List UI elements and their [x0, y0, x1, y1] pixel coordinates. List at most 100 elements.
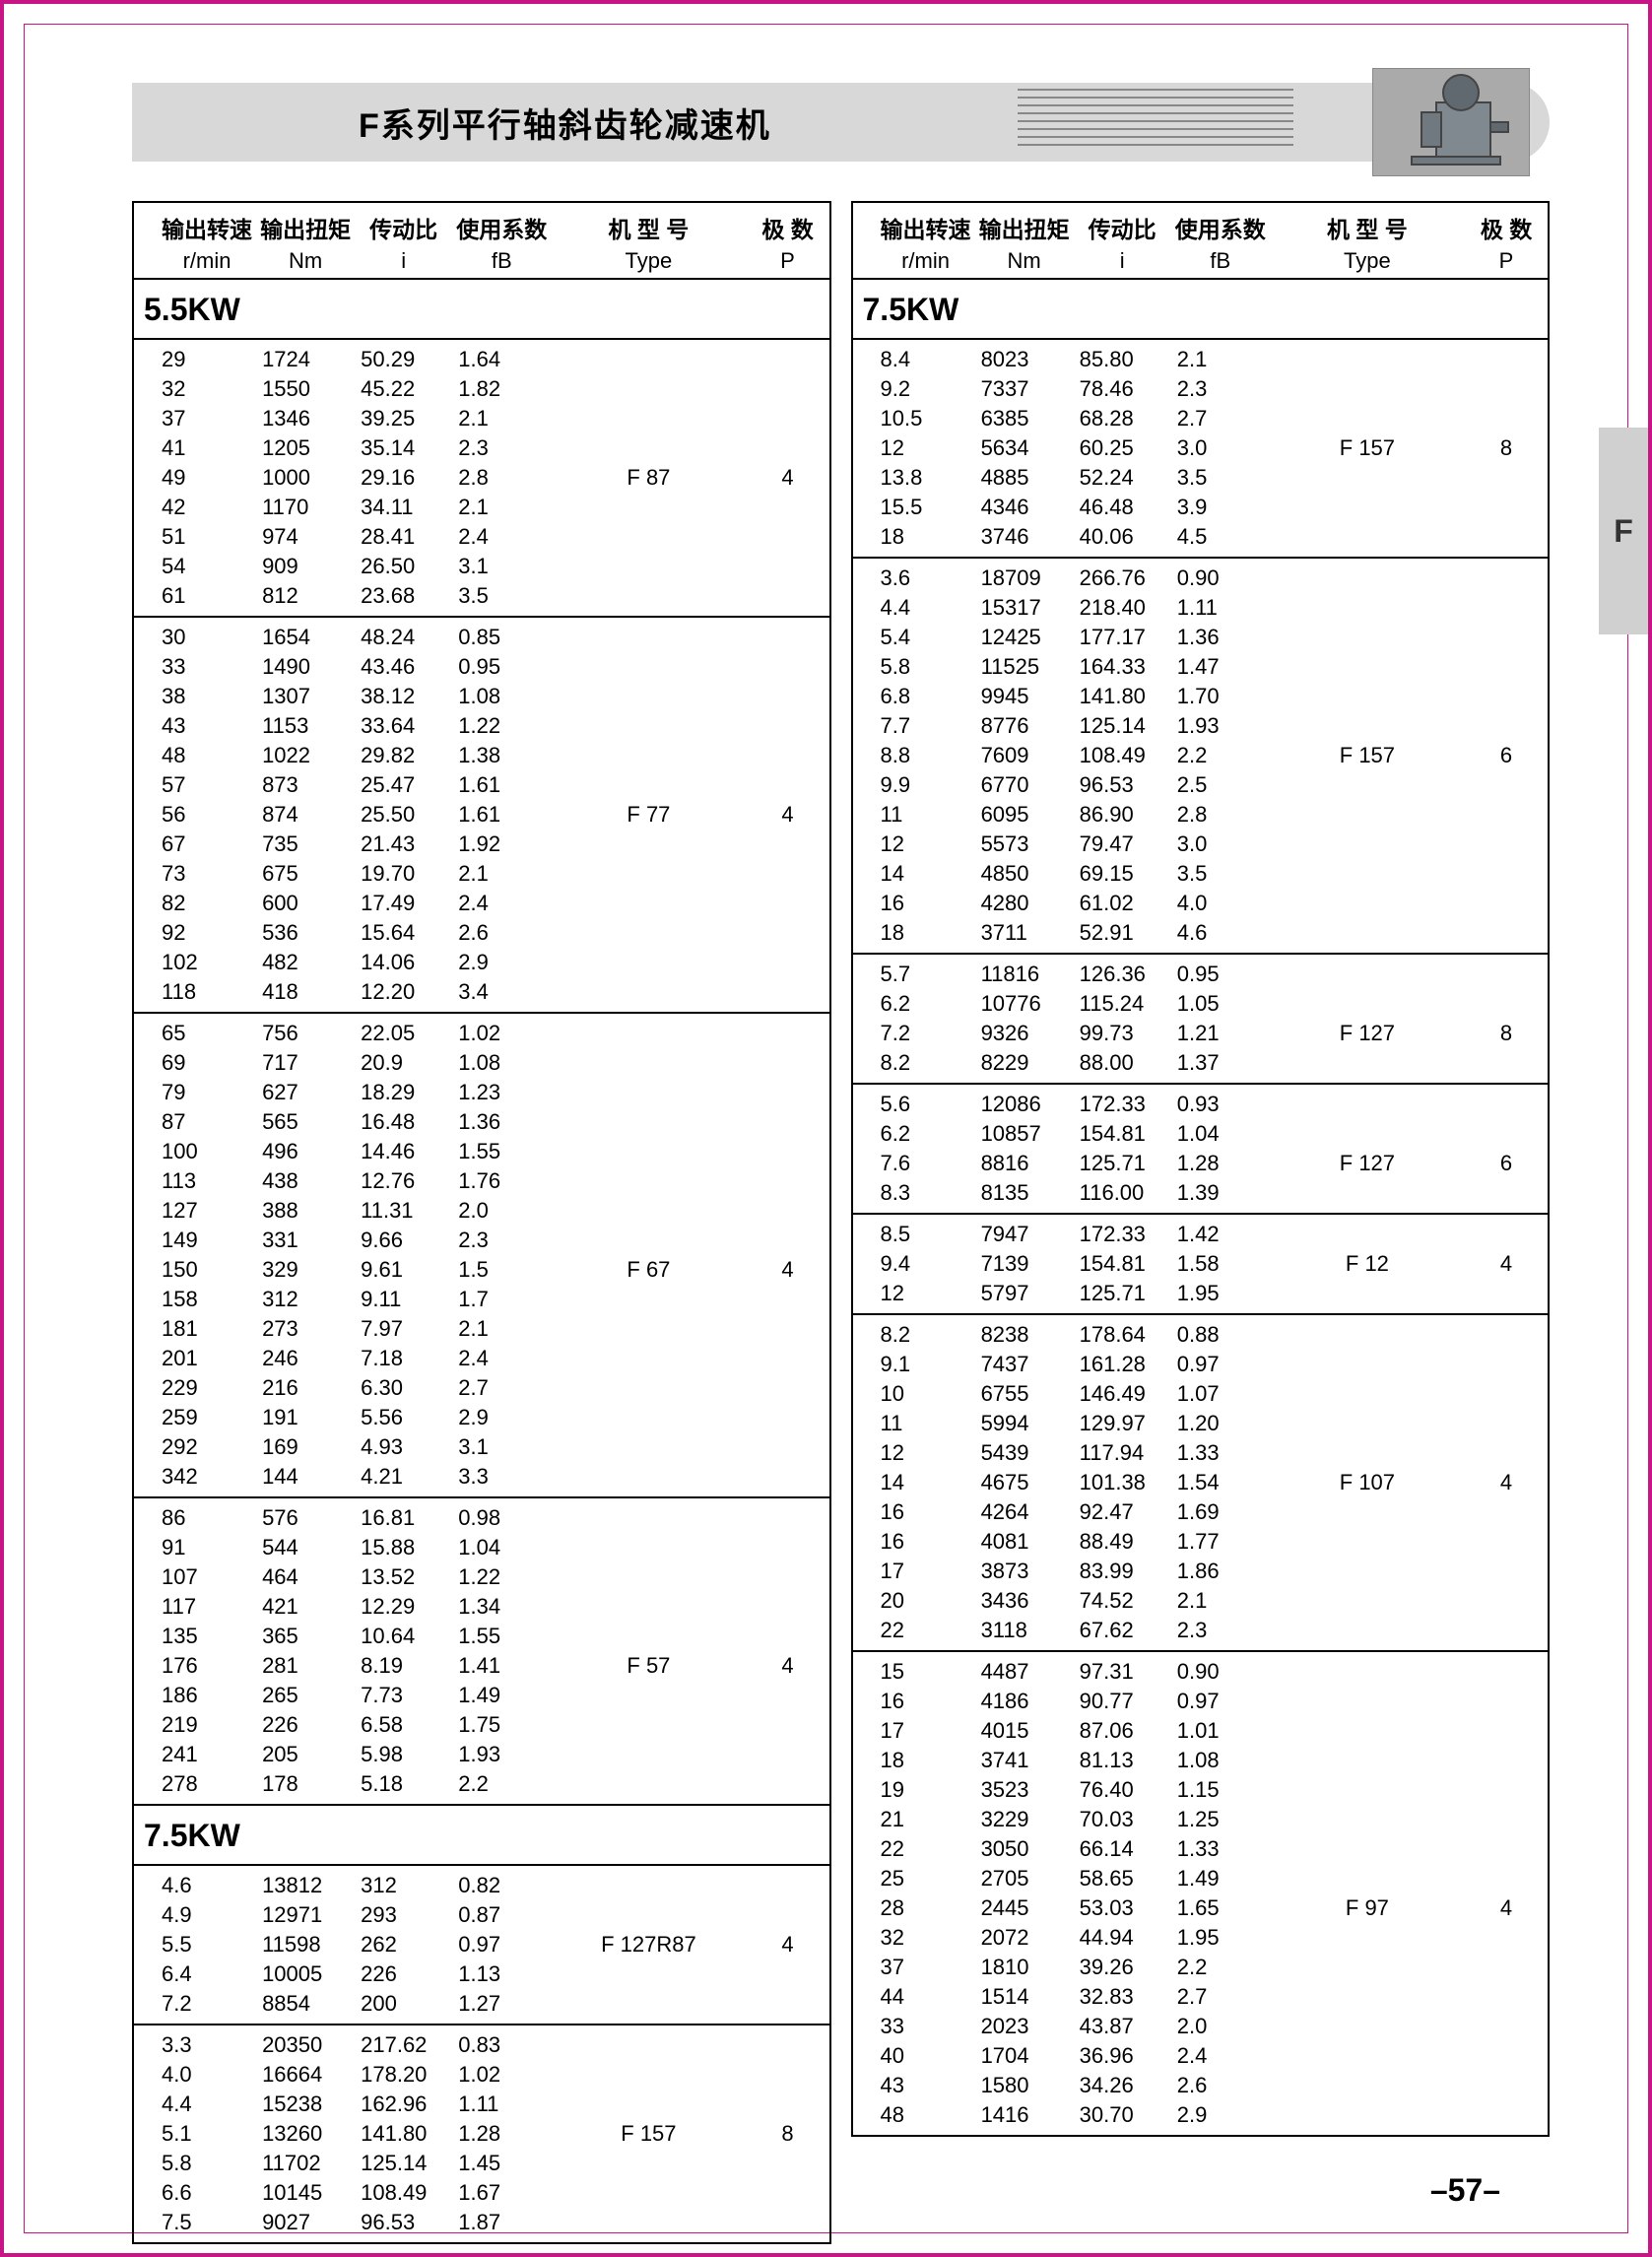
cell-rpm: 5.5	[133, 1930, 256, 1959]
cell-ratio: 141.80	[355, 2119, 452, 2149]
cell-torque: 12425	[975, 623, 1074, 652]
page-header: F系列平行轴斜齿轮减速机	[132, 83, 1550, 162]
cell-torque: 246	[256, 1344, 355, 1373]
cell-rpm: 33	[133, 652, 256, 682]
data-row: 16428061.024.0	[852, 889, 1550, 918]
cell-ratio: 13.52	[355, 1562, 452, 1592]
cell-rpm: 127	[133, 1196, 256, 1226]
cell-fb: 2.7	[1171, 404, 1270, 433]
data-row: 1812737.972.1	[133, 1314, 830, 1344]
cell-rpm: 8.2	[852, 1048, 975, 1078]
cell-torque: 675	[256, 859, 355, 889]
cell-ratio: 125.14	[355, 2149, 452, 2178]
cell-ratio: 266.76	[1074, 564, 1171, 593]
cell-ratio: 217.62	[355, 2030, 452, 2060]
kw-heading: 7.5KW	[133, 1805, 830, 1865]
cell-ratio: 52.91	[1074, 918, 1171, 948]
cell-rpm: 4.6	[133, 1871, 256, 1900]
cell-rpm: 4.0	[133, 2060, 256, 2090]
cell-fb: 1.36	[1171, 623, 1270, 652]
cell-torque: 3873	[975, 1557, 1074, 1586]
cell-ratio: 32.83	[1074, 1982, 1171, 2012]
cell-fb: 1.82	[452, 374, 551, 404]
cell-fb: 3.0	[1171, 433, 1270, 463]
cell-fb: 2.3	[452, 1226, 551, 1255]
data-row: 14485069.153.5	[852, 859, 1550, 889]
cell-ratio: 200	[355, 1989, 452, 2019]
cell-ratio: 78.46	[1074, 374, 1171, 404]
cell-ratio: 8.19	[355, 1651, 452, 1681]
cell-torque: 10776	[975, 989, 1074, 1019]
cell-fb: 1.28	[1171, 1149, 1270, 1178]
cell-ratio: 39.25	[355, 404, 452, 433]
data-row: 2412055.981.93	[133, 1740, 830, 1769]
cell-ratio: 30.70	[1074, 2100, 1171, 2130]
cell-fb: 1.55	[452, 1622, 551, 1651]
data-row: 7.68816125.711.28F 1276	[852, 1149, 1550, 1178]
cell-ratio: 312	[355, 1871, 452, 1900]
cell-torque: 544	[256, 1533, 355, 1562]
cell-torque: 7947	[975, 1220, 1074, 1249]
cell-fb: 3.9	[1171, 493, 1270, 522]
cell-rpm: 3.6	[852, 564, 975, 593]
cell-fb: 2.2	[1171, 741, 1270, 770]
cell-poles: 6	[1465, 1149, 1549, 1178]
data-row: 10746413.521.22	[133, 1562, 830, 1592]
cell-fb: 2.6	[452, 918, 551, 948]
cell-poles: 4	[1465, 1468, 1549, 1497]
cell-torque: 15317	[975, 593, 1074, 623]
data-row: 6773521.431.92	[133, 830, 830, 859]
cell-ratio: 19.70	[355, 859, 452, 889]
cell-fb: 4.0	[1171, 889, 1270, 918]
cell-rpm: 29	[133, 345, 256, 374]
cell-rpm: 42	[133, 493, 256, 522]
cell-ratio: 99.73	[1074, 1019, 1171, 1048]
cell-ratio: 125.71	[1074, 1279, 1171, 1308]
cell-ratio: 15.88	[355, 1533, 452, 1562]
cell-torque: 4885	[975, 463, 1074, 493]
data-row: 13536510.641.55	[133, 1622, 830, 1651]
cell-ratio: 5.18	[355, 1769, 452, 1799]
cell-rpm: 201	[133, 1344, 256, 1373]
cell-fb: 1.02	[452, 1019, 551, 1048]
cell-ratio: 26.50	[355, 552, 452, 581]
cell-torque: 1490	[256, 652, 355, 682]
cell-torque: 1346	[256, 404, 355, 433]
cell-rpm: 9.1	[852, 1350, 975, 1379]
cell-rpm: 229	[133, 1373, 256, 1403]
cell-fb: 3.1	[452, 552, 551, 581]
data-row: 12738811.312.0	[133, 1196, 830, 1226]
cell-rpm: 18	[852, 1746, 975, 1775]
cell-fb: 2.8	[452, 463, 551, 493]
data-row: 22311867.622.3	[852, 1616, 1550, 1645]
col-type: 机 型 号Type	[1270, 202, 1465, 279]
data-row: 4.016664178.201.02	[133, 2060, 830, 2090]
cell-fb: 1.39	[1171, 1178, 1270, 1208]
cell-rpm: 25	[852, 1864, 975, 1893]
cell-rpm: 259	[133, 1403, 256, 1432]
cell-torque: 5994	[975, 1409, 1074, 1438]
cell-rpm: 9.9	[852, 770, 975, 800]
cell-torque: 18709	[975, 564, 1074, 593]
data-row: 8.4802385.802.1	[852, 345, 1550, 374]
cell-fb: 2.3	[1171, 374, 1270, 404]
cell-rpm: 18	[852, 918, 975, 948]
cell-torque: 12971	[256, 1900, 355, 1930]
cell-torque: 5634	[975, 433, 1074, 463]
data-row: 8657616.810.98	[133, 1503, 830, 1533]
cell-type: F 107	[1270, 1468, 1465, 1497]
cell-torque: 1514	[975, 1982, 1074, 2012]
cell-torque: 627	[256, 1078, 355, 1107]
cell-rpm: 118	[133, 977, 256, 1007]
data-row: 19352376.401.15	[852, 1775, 1550, 1805]
data-row: 15448797.310.90	[852, 1657, 1550, 1687]
data-row: 5.612086172.330.93	[852, 1090, 1550, 1119]
cell-torque: 205	[256, 1740, 355, 1769]
cell-fb: 1.22	[452, 711, 551, 741]
cell-fb: 1.95	[1171, 1279, 1270, 1308]
cell-rpm: 21	[852, 1805, 975, 1834]
cell-rpm: 48	[852, 2100, 975, 2130]
cell-torque: 10005	[256, 1959, 355, 1989]
data-row: 11609586.902.8	[852, 800, 1550, 830]
cell-rpm: 10.5	[852, 404, 975, 433]
